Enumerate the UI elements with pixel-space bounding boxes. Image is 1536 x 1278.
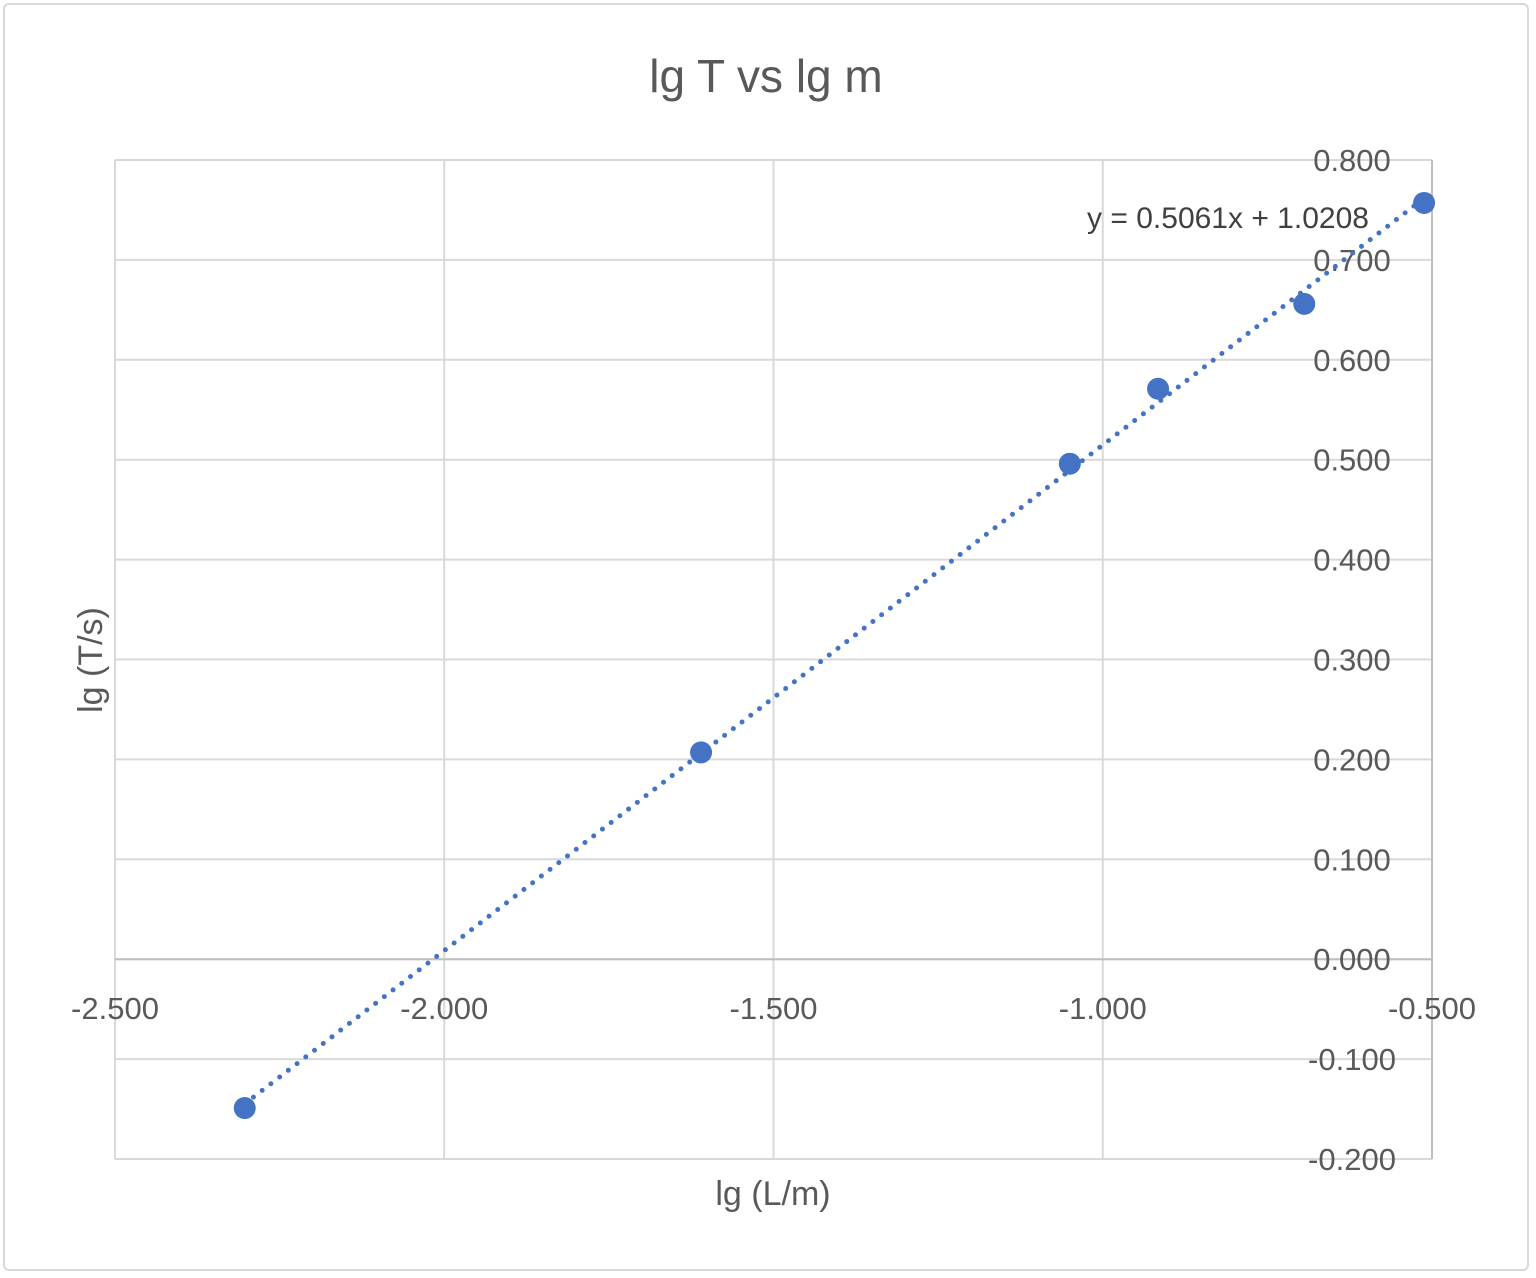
trendline-group	[242, 195, 1427, 1107]
data-point	[1293, 292, 1316, 315]
data-point	[1147, 377, 1170, 400]
x-axis-label: lg (L/m)	[715, 1175, 830, 1213]
x-tick-label: -2.500	[71, 991, 159, 1026]
y-tick-label: 0.400	[1313, 543, 1391, 578]
trendline	[242, 195, 1427, 1107]
y-tick-label: -0.100	[1308, 1042, 1396, 1077]
y-tick-label: 0.600	[1313, 343, 1391, 378]
trendline-equation: y = 0.5061x + 1.0208	[1087, 202, 1369, 235]
y-tick-label: 0.500	[1313, 443, 1391, 478]
x-tick-label: -2.000	[400, 991, 488, 1026]
y-axis-label: lg (T/s)	[72, 607, 110, 713]
data-point	[690, 741, 713, 764]
data-point	[1413, 191, 1436, 214]
data-point	[233, 1097, 256, 1120]
x-tick-label: -1.500	[730, 991, 818, 1026]
chart-title: lg T vs lg m	[649, 50, 882, 102]
axes	[115, 160, 1433, 1159]
x-tick-label: -0.500	[1388, 991, 1476, 1026]
y-tick-label: -0.200	[1308, 1142, 1396, 1177]
y-tick-label: 0.200	[1313, 742, 1391, 777]
y-tick-label: 0.000	[1313, 942, 1391, 977]
y-tick-label: 0.800	[1313, 143, 1391, 178]
x-tick-label: -1.000	[1059, 991, 1147, 1026]
chart-frame	[3, 3, 1529, 1271]
data-point	[1058, 452, 1081, 475]
tick-labels: -2.500 -2.000 -1.500 -1.000 -0.500 -0.200 -0.1…	[71, 143, 1476, 1177]
data-points	[233, 191, 1436, 1120]
y-tick-label: 0.100	[1313, 842, 1391, 877]
y-tick-label: 0.300	[1313, 643, 1391, 678]
